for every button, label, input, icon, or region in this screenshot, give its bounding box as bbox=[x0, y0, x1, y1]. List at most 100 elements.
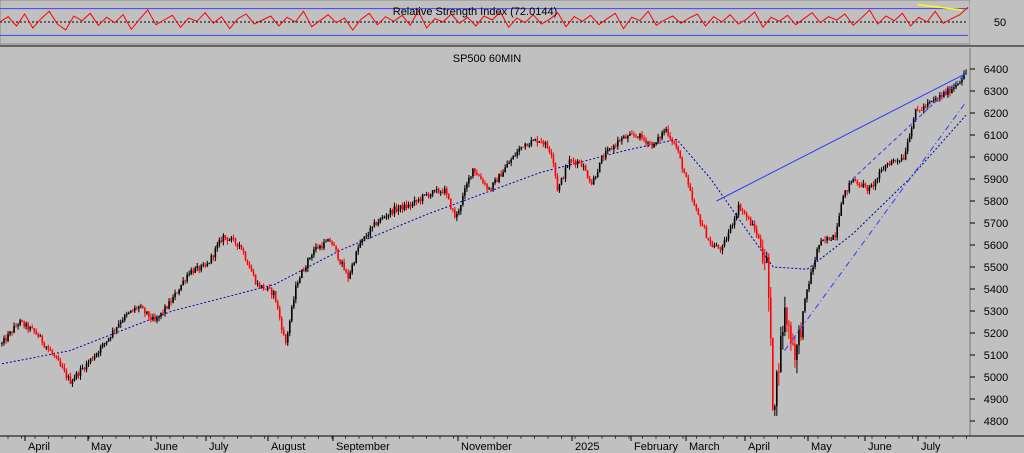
candle-body bbox=[113, 330, 116, 332]
candle-body bbox=[659, 137, 661, 139]
candle-body bbox=[564, 167, 567, 179]
candle-body bbox=[641, 133, 643, 138]
candle-body bbox=[234, 238, 237, 244]
candle-body bbox=[826, 237, 828, 241]
candle-body bbox=[568, 159, 571, 167]
candle-body bbox=[437, 189, 440, 193]
candle-body bbox=[701, 223, 704, 227]
candle-body bbox=[771, 338, 774, 410]
candle-body bbox=[572, 160, 575, 162]
candle-body bbox=[176, 292, 178, 294]
candle-body bbox=[343, 262, 345, 271]
candle-body bbox=[309, 257, 311, 259]
candle-body bbox=[103, 343, 106, 345]
candle-body bbox=[655, 142, 657, 144]
x-axis: April May June July August September November 2… bbox=[0, 435, 1024, 453]
candle-body bbox=[359, 242, 362, 248]
candle-body bbox=[802, 311, 804, 338]
candle-body bbox=[337, 249, 339, 260]
candle-body bbox=[323, 242, 325, 249]
candle-body bbox=[512, 155, 514, 160]
trendlines bbox=[716, 72, 967, 351]
candle-body bbox=[166, 306, 168, 309]
candle-body bbox=[278, 308, 281, 319]
candle-body bbox=[391, 209, 394, 214]
candle-body bbox=[21, 320, 23, 322]
candle-body bbox=[264, 289, 267, 290]
candle-body bbox=[97, 352, 100, 354]
candle-body bbox=[812, 266, 814, 273]
candle-body bbox=[204, 264, 207, 266]
candle-body bbox=[387, 214, 390, 217]
candle-body bbox=[693, 200, 696, 206]
candle-body bbox=[828, 237, 830, 241]
candle-body bbox=[351, 264, 353, 273]
candle-body bbox=[484, 183, 486, 184]
candle-body bbox=[57, 357, 60, 361]
candle-body bbox=[268, 287, 271, 289]
candle-body bbox=[423, 194, 426, 196]
candle-body bbox=[33, 328, 36, 332]
price-y-ticks: 4800 4900 5000 5100 5200 5300 5400 5500 5600 5700… bbox=[970, 64, 1008, 428]
candle-body bbox=[329, 239, 331, 242]
candle-body bbox=[516, 151, 519, 156]
candle-body bbox=[79, 368, 82, 376]
candle-body bbox=[890, 161, 893, 166]
candle-body bbox=[824, 239, 826, 241]
x-tick-label: March bbox=[689, 441, 720, 453]
candle-body bbox=[63, 367, 66, 371]
candle-body bbox=[524, 143, 527, 147]
candle-body bbox=[842, 196, 845, 205]
candle-body bbox=[743, 211, 746, 214]
candle-body bbox=[190, 269, 192, 274]
candle-body bbox=[858, 183, 861, 186]
candles bbox=[1, 69, 967, 416]
candle-body bbox=[208, 262, 211, 264]
candle-body bbox=[482, 179, 484, 184]
candle-body bbox=[900, 157, 903, 161]
upper-trendline bbox=[716, 72, 967, 202]
y-tick-label: 5500 bbox=[984, 262, 1008, 274]
candle-body bbox=[774, 406, 776, 410]
candle-body bbox=[286, 332, 289, 343]
candle-body bbox=[733, 218, 736, 226]
candle-body bbox=[425, 194, 428, 196]
candle-body bbox=[671, 138, 673, 143]
candle-body bbox=[963, 73, 965, 80]
candle-body bbox=[765, 256, 768, 263]
candle-body bbox=[464, 188, 466, 196]
candle-body bbox=[45, 346, 48, 348]
candle-body bbox=[788, 324, 790, 326]
candle-body bbox=[17, 324, 19, 326]
candle-body bbox=[297, 282, 299, 286]
candle-body bbox=[922, 106, 925, 111]
candle-body bbox=[401, 205, 404, 210]
candle-body bbox=[955, 84, 957, 88]
candle-body bbox=[928, 101, 931, 103]
candle-body bbox=[894, 160, 897, 161]
candle-body bbox=[307, 258, 309, 269]
candle-body bbox=[677, 147, 680, 152]
x-tick-label: September bbox=[336, 441, 390, 453]
candle-body bbox=[162, 312, 164, 314]
candle-body bbox=[570, 159, 573, 161]
candle-body bbox=[101, 343, 104, 347]
candle-body bbox=[321, 245, 323, 249]
y-tick-label: 6100 bbox=[984, 130, 1008, 142]
candle-body bbox=[266, 287, 269, 290]
candle-body bbox=[439, 191, 442, 193]
candle-body bbox=[528, 145, 531, 147]
candle-body bbox=[81, 367, 84, 369]
candle-body bbox=[945, 92, 947, 95]
candle-body bbox=[363, 236, 366, 240]
candle-body bbox=[924, 106, 927, 107]
y-tick-label: 6200 bbox=[984, 108, 1008, 120]
candle-body bbox=[504, 167, 506, 173]
candle-body bbox=[333, 244, 335, 246]
candle-body bbox=[651, 142, 653, 148]
candle-body bbox=[920, 110, 923, 111]
candle-body bbox=[91, 358, 94, 360]
candle-body bbox=[284, 334, 287, 343]
candle-body bbox=[633, 134, 635, 136]
candle-body bbox=[902, 157, 905, 160]
